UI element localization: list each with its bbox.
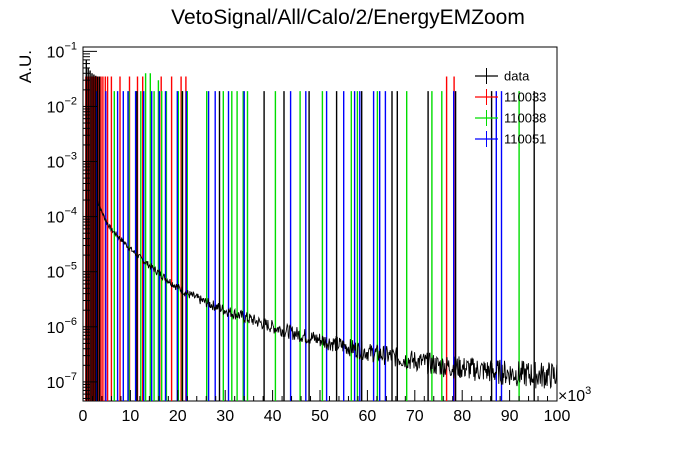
y-tick-base: 10 <box>47 99 65 116</box>
y-tick-exponent: −5 <box>64 261 77 273</box>
y-tick-exponent: −7 <box>64 371 77 383</box>
y-tick-exponent: −3 <box>64 151 77 163</box>
x-tick-label: 90 <box>501 408 519 425</box>
x-tick-label: 60 <box>359 408 377 425</box>
x-tick-label: 30 <box>216 408 234 425</box>
legend-label-data: data <box>504 69 530 84</box>
legend-label-110051: 110051 <box>504 132 546 147</box>
y-tick-exponent: −1 <box>64 40 77 52</box>
y-tick-base: 10 <box>47 265 65 282</box>
x-axis-multiplier: ×103 <box>558 385 591 405</box>
y-tick-base: 10 <box>47 210 65 227</box>
y-axis-title: A.U. <box>16 50 35 83</box>
x-tick-label: 50 <box>311 408 329 425</box>
y-tick-label: 10−1 <box>47 40 77 61</box>
y-tick-label: 10−2 <box>47 95 77 116</box>
y-tick-exponent: −6 <box>64 316 77 328</box>
x-tick-label: 0 <box>79 408 88 425</box>
legend-label-110033: 110033 <box>504 90 546 105</box>
x-tick-label: 70 <box>406 408 424 425</box>
legend: data 110033 110038 110051 <box>475 68 546 147</box>
x-tick-label: 80 <box>453 408 471 425</box>
x-tick-label: 40 <box>264 408 282 425</box>
y-tick-label: 10−7 <box>47 371 77 392</box>
y-tick-label: 10−6 <box>47 316 77 337</box>
series-spikes <box>85 59 535 401</box>
data-histogram-line <box>96 199 558 390</box>
y-tick-exponent: −2 <box>64 95 77 107</box>
y-tick-base: 10 <box>47 155 65 172</box>
y-tick-base: 10 <box>47 375 65 392</box>
y-tick-base: 10 <box>47 320 65 337</box>
chart-title: VetoSignal/All/Calo/2/EnergyEMZoom <box>171 6 525 29</box>
x-tick-label: 100 <box>544 408 571 425</box>
y-tick-label: 10−4 <box>47 206 77 227</box>
axes: 0 10 20 30 40 50 60 70 80 90 10010−710−610−510−410… <box>47 40 571 425</box>
legend-label-110038: 110038 <box>504 111 546 126</box>
series-data <box>96 199 558 390</box>
x-tick-label: 20 <box>169 408 187 425</box>
y-tick-label: 10−5 <box>47 261 77 282</box>
x-multiplier-exponent: 3 <box>585 385 591 397</box>
y-tick-base: 10 <box>47 44 65 61</box>
x-multiplier-base: ×10 <box>558 388 585 405</box>
x-tick-label: 10 <box>122 408 140 425</box>
y-tick-exponent: −4 <box>64 206 77 218</box>
y-tick-label: 10−3 <box>47 151 77 172</box>
